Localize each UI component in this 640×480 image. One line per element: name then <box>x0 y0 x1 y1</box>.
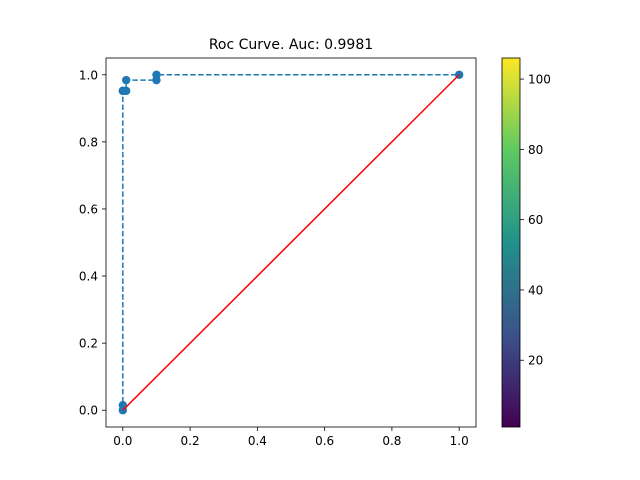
plot-area: 0.0 0.2 0.4 0.6 0.8 1.0 0.0 0.2 0.4 0.6 0.8 1.0 <box>79 57 477 448</box>
x-tick-label: 0.6 <box>315 434 334 448</box>
series-0-point <box>121 86 131 96</box>
chart-title: Roc Curve. Auc: 0.9981 <box>209 37 373 53</box>
colorbar-tick-label: 40 <box>528 283 543 297</box>
colorbar-tick-label: 80 <box>528 143 543 157</box>
series-0-point <box>152 70 161 79</box>
x-tick-label: 0.0 <box>113 434 132 448</box>
y-tick-label: 0.4 <box>79 270 98 284</box>
y-tick-label: 1.0 <box>79 68 98 82</box>
x-tick-label: 1.0 <box>450 434 469 448</box>
colorbar: 20 40 60 80 100 <box>501 57 551 428</box>
series-1-line <box>122 74 460 411</box>
colorbar-gradient <box>502 58 520 427</box>
x-tick-label: 0.8 <box>382 434 401 448</box>
x-tick-label: 0.4 <box>248 434 267 448</box>
colorbar-frame <box>501 57 521 428</box>
plot-frame <box>105 57 477 428</box>
y-tick-label: 0.6 <box>79 202 98 216</box>
x-tick-label: 0.2 <box>181 434 200 448</box>
y-tick-label: 0.2 <box>79 337 98 351</box>
colorbar-tick-label: 60 <box>528 213 543 227</box>
y-tick-label: 0.8 <box>79 135 98 149</box>
series-0-point <box>121 75 131 85</box>
colorbar-tick-label: 100 <box>528 73 551 87</box>
colorbar-tick-label: 20 <box>528 354 543 368</box>
y-tick-label: 0.0 <box>79 404 98 418</box>
